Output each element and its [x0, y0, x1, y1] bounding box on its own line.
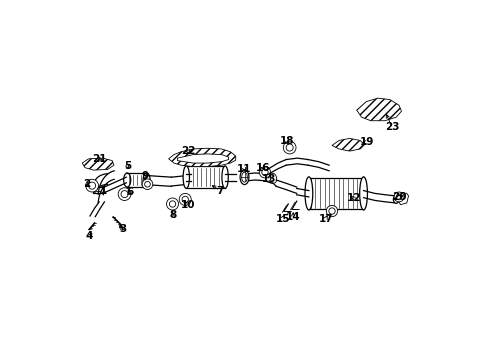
Ellipse shape — [392, 195, 398, 203]
Text: 5: 5 — [123, 161, 131, 171]
Ellipse shape — [182, 196, 188, 203]
Ellipse shape — [121, 190, 128, 198]
Text: 2: 2 — [82, 179, 90, 189]
Polygon shape — [186, 166, 224, 188]
Text: 20: 20 — [392, 192, 406, 202]
Polygon shape — [168, 148, 235, 167]
Text: 16: 16 — [255, 163, 269, 173]
Polygon shape — [398, 192, 407, 205]
Ellipse shape — [183, 166, 189, 189]
Ellipse shape — [123, 173, 130, 187]
Text: 15: 15 — [275, 214, 289, 224]
Ellipse shape — [142, 179, 152, 189]
Text: 17: 17 — [318, 214, 332, 224]
Ellipse shape — [328, 208, 334, 214]
Text: 21: 21 — [92, 154, 106, 164]
Ellipse shape — [88, 182, 96, 189]
Text: 12: 12 — [346, 193, 360, 203]
Polygon shape — [177, 154, 228, 163]
Ellipse shape — [166, 198, 178, 210]
Text: 8: 8 — [168, 210, 176, 220]
Ellipse shape — [261, 169, 267, 175]
Text: 13: 13 — [262, 174, 276, 184]
Ellipse shape — [179, 193, 191, 206]
Ellipse shape — [222, 166, 228, 189]
Polygon shape — [308, 177, 363, 209]
Ellipse shape — [259, 167, 270, 178]
Ellipse shape — [169, 201, 175, 207]
Ellipse shape — [241, 172, 247, 182]
Text: 1: 1 — [100, 186, 107, 195]
Text: 3: 3 — [119, 224, 126, 234]
Ellipse shape — [395, 194, 401, 200]
Text: 9: 9 — [141, 171, 148, 181]
Ellipse shape — [240, 170, 248, 185]
Ellipse shape — [270, 174, 276, 183]
Text: 6: 6 — [126, 187, 133, 197]
Ellipse shape — [144, 181, 150, 187]
Text: 18: 18 — [279, 136, 293, 146]
Ellipse shape — [359, 177, 366, 210]
Polygon shape — [93, 187, 102, 193]
Text: 7: 7 — [216, 186, 223, 195]
Ellipse shape — [305, 177, 312, 210]
Text: 4: 4 — [85, 231, 93, 242]
Ellipse shape — [85, 179, 98, 192]
Ellipse shape — [285, 144, 293, 151]
Polygon shape — [356, 98, 401, 121]
Text: 19: 19 — [359, 137, 374, 147]
Ellipse shape — [143, 173, 150, 187]
Ellipse shape — [393, 192, 403, 202]
Text: 14: 14 — [285, 212, 300, 222]
Polygon shape — [331, 138, 364, 151]
Polygon shape — [82, 158, 114, 170]
Text: 10: 10 — [181, 201, 195, 210]
Ellipse shape — [283, 141, 295, 154]
Ellipse shape — [325, 206, 337, 217]
Text: 23: 23 — [384, 122, 398, 132]
Text: 11: 11 — [237, 165, 251, 174]
Ellipse shape — [118, 188, 131, 201]
Text: 22: 22 — [181, 146, 195, 156]
